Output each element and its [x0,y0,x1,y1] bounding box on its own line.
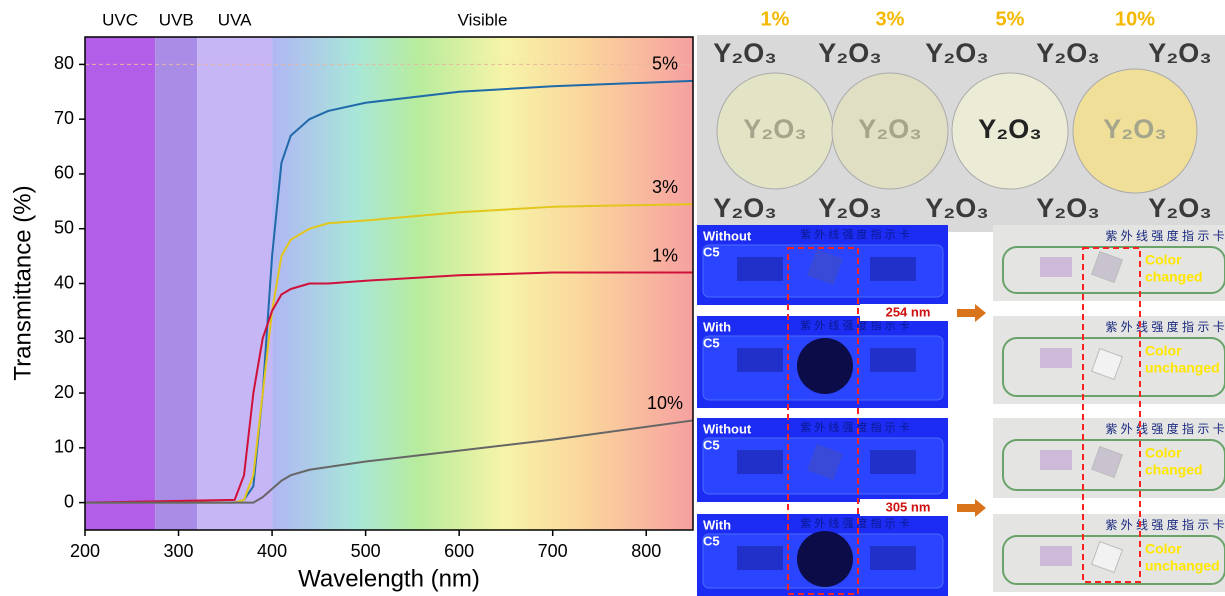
concentration-label: 3% [876,8,905,30]
x-tick-label: 700 [538,541,568,561]
y-tick-label: 70 [54,108,74,128]
c5-disc [797,338,853,394]
series-label: 5% [652,54,678,74]
sample-text: Y₂O₃ [1103,114,1167,144]
concentration-label: 1% [761,8,790,30]
card-window [1040,450,1072,470]
card-window [737,546,783,570]
sample-text: Y₂O₃ [1148,193,1212,223]
y-tick-label: 30 [54,327,74,347]
series-label: 3% [652,177,678,197]
series-label: 10% [647,393,683,413]
uv-card-label: C5 [703,335,720,350]
card-title: 紫 外 线 强 度 指 示 卡 [800,420,909,434]
result-label: unchanged [1145,558,1220,574]
sample-text: Y₂O₃ [713,38,777,68]
sample-text: Y₂O₃ [978,114,1042,144]
sample-text: Y₂O₃ [1036,38,1100,68]
uv-card-label: C5 [703,437,720,452]
wavelength-label: 254 nm [886,304,931,319]
x-tick-label: 300 [164,541,194,561]
card-title: 紫 外 线 强 度 指 示 卡 [1105,319,1224,334]
card-window [1040,257,1072,277]
uv-card-label: With [703,517,731,532]
result-label: changed [1145,269,1203,285]
sample-text: Y₂O₃ [818,193,882,223]
card-window [870,546,916,570]
y-axis-label: Transmittance (%) [9,185,36,380]
region-label: Visible [458,10,508,29]
y-tick-label: 20 [54,382,74,402]
card-title: 紫 外 线 强 度 指 示 卡 [1105,421,1224,436]
y-tick-label: 80 [54,53,74,73]
x-axis-label: Wavelength (nm) [298,565,480,592]
x-tick-label: 200 [70,541,100,561]
spectral-region [197,37,272,530]
result-label: unchanged [1145,360,1220,376]
y-tick-label: 0 [64,491,74,511]
card-window [737,450,783,474]
uv-card-label: With [703,319,731,334]
sample-text: Y₂O₃ [713,193,777,223]
card-window [1040,348,1072,368]
arrow [957,304,986,322]
sample-text: Y₂O₃ [858,114,922,144]
y-tick-label: 40 [54,272,74,292]
region-label: UVB [159,10,194,29]
uv-card-label: Without [703,421,752,436]
c5-disc [797,531,853,587]
figure: Wavelength (nm) Transmittance (%) UVC UVB… [0,0,1225,596]
sample-text: Y₂O₃ [925,38,989,68]
result-label: Color [1145,343,1182,359]
arrow [957,499,986,517]
concentration-label: 10% [1115,8,1155,30]
card-window [870,450,916,474]
card-window [870,257,916,281]
result-label: Color [1145,252,1182,268]
card-window [870,348,916,372]
concentration-label: 5% [996,8,1025,30]
card-window [737,257,783,281]
series-label: 1% [652,245,678,265]
spectral-region [155,37,197,530]
region-label: UVC [102,10,138,29]
x-tick-label: 800 [631,541,661,561]
x-tick-label: 500 [351,541,381,561]
y-tick-label: 10 [54,437,74,457]
x-tick-label: 400 [257,541,287,561]
card-title: 紫 外 线 强 度 指 示 卡 [800,516,909,530]
uv-card-label: Without [703,228,752,243]
sample-text: Y₂O₃ [925,193,989,223]
uv-card-label: C5 [703,533,720,548]
wavelength-label: 305 nm [886,499,931,514]
sample-text: Y₂O₃ [743,114,807,144]
sample-text: Y₂O₃ [818,38,882,68]
card-title: 紫 外 线 强 度 指 示 卡 [1105,228,1224,243]
y-tick-label: 60 [54,163,74,183]
sample-text: Y₂O₃ [1036,193,1100,223]
result-label: changed [1145,462,1203,478]
result-label: Color [1145,541,1182,557]
card-window [1040,546,1072,566]
sample-text: Y₂O₃ [1148,38,1212,68]
spectral-region [85,37,155,530]
region-label: UVA [218,10,252,29]
card-title: 紫 外 线 强 度 指 示 卡 [800,227,909,241]
x-tick-label: 600 [444,541,474,561]
card-title: 紫 外 线 强 度 指 示 卡 [1105,517,1224,532]
result-label: Color [1145,445,1182,461]
y-tick-label: 50 [54,217,74,237]
card-window [737,348,783,372]
uv-card-label: C5 [703,244,720,259]
